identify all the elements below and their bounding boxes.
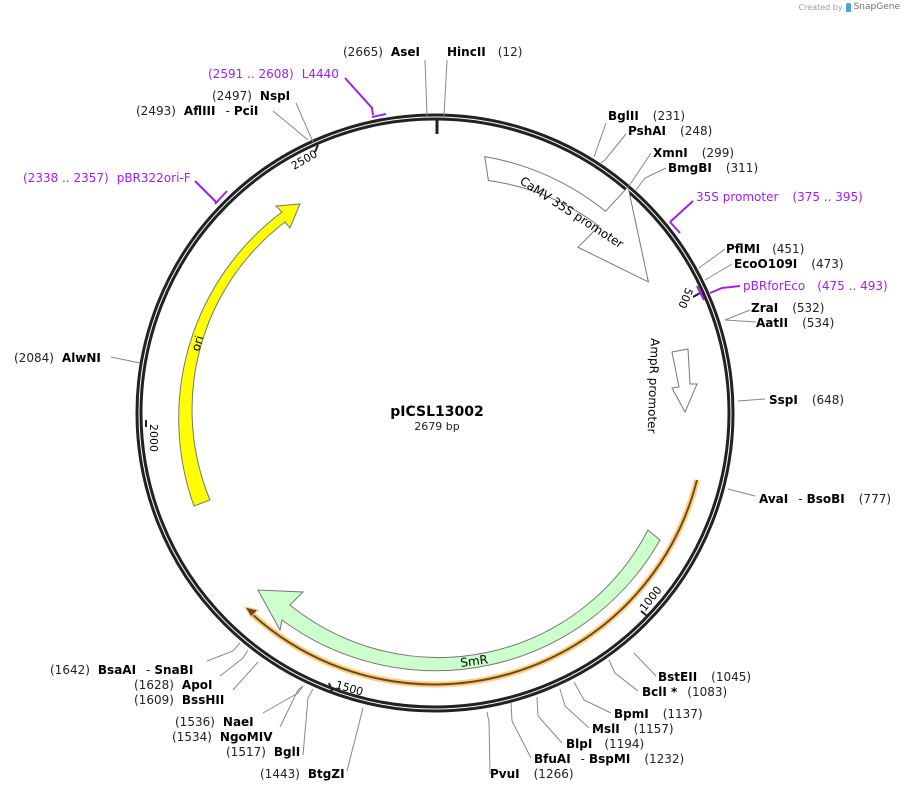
site-bpmi[interactable]: BpmI (1137) bbox=[614, 707, 703, 721]
feature-label-smr: SmR bbox=[459, 652, 488, 670]
site-msli[interactable]: MslI (1157) bbox=[592, 722, 674, 736]
tick-label-500: 500 bbox=[675, 286, 695, 310]
restriction-site-labels: (2665) AseI HincII (12) (2497) NspI (2493) A… bbox=[14, 45, 891, 781]
primer-35s-promoter[interactable]: 35S promoter (375 .. 395) bbox=[696, 190, 863, 204]
site-asei[interactable]: (2665) AseI bbox=[343, 45, 420, 59]
site-eco0109i[interactable]: EcoO109I (473) bbox=[734, 257, 844, 271]
site-bglii[interactable]: BglII (231) bbox=[608, 109, 685, 123]
plasmid-length: 2679 bp bbox=[414, 420, 459, 433]
feature-label-ori: ori bbox=[189, 334, 207, 353]
primer-l4440[interactable]: (2591 .. 2608) L4440 bbox=[208, 67, 339, 81]
site-pvui[interactable]: PvuI (1266) bbox=[490, 767, 574, 781]
plasmid-backbone bbox=[135, 113, 735, 713]
site-hincii[interactable]: HincII (12) bbox=[447, 45, 522, 59]
primer-pbrforeco[interactable]: pBRforEco (475 .. 493) bbox=[743, 279, 888, 293]
site-bfuai-bspmi[interactable]: BfuAI - BspMI (1232) bbox=[534, 752, 684, 766]
site-bmgbi[interactable]: BmgBI (311) bbox=[668, 161, 758, 175]
site-bcli[interactable]: BclI * (1083) bbox=[642, 685, 727, 699]
site-pshai[interactable]: PshAI (248) bbox=[628, 124, 712, 138]
snapgene-logo-icon bbox=[845, 2, 851, 12]
site-bsaai-snabi[interactable]: (1642) BsaAI - SnaBI bbox=[50, 663, 193, 677]
site-afliii-pcii[interactable]: (2493) AflIII - PciI bbox=[136, 104, 258, 118]
site-bsteii[interactable]: BstEII (1045) bbox=[658, 670, 751, 684]
site-zrai[interactable]: ZraI (532) bbox=[751, 301, 824, 315]
site-pflmi[interactable]: PflMI (451) bbox=[726, 242, 804, 256]
primer-pbr322ori-f[interactable]: (2338 .. 2357) pBR322ori-F bbox=[23, 171, 191, 185]
feature-orf-line[interactable] bbox=[243, 479, 700, 688]
site-bgli[interactable]: (1517) BglI bbox=[226, 745, 300, 759]
feature-camv-35s-promoter[interactable] bbox=[484, 155, 650, 283]
site-sspi[interactable]: SspI (648) bbox=[769, 393, 844, 407]
site-alwni[interactable]: (2084) AlwNI bbox=[14, 351, 101, 365]
snapgene-watermark: Created by SnapGene bbox=[799, 2, 900, 12]
site-nspi[interactable]: (2497) NspI bbox=[212, 89, 290, 103]
feature-ampr-promoter[interactable] bbox=[671, 348, 698, 414]
site-blpi[interactable]: BlpI (1194) bbox=[566, 737, 644, 751]
site-btgzi[interactable]: (1443) BtgZI bbox=[260, 767, 345, 781]
feature-ori[interactable] bbox=[178, 203, 301, 507]
site-ngomiv[interactable]: (1534) NgoMIV bbox=[172, 730, 273, 744]
site-bsshii[interactable]: (1609) BssHII bbox=[134, 693, 224, 707]
plasmid-name: pICSL13002 bbox=[390, 404, 483, 420]
scale-ticks bbox=[145, 144, 701, 692]
watermark-prefix: Created by bbox=[798, 2, 843, 12]
site-naei[interactable]: (1536) NaeI bbox=[175, 715, 254, 729]
site-leader-lines bbox=[110, 59, 766, 775]
tick-label-2000: 2000 bbox=[147, 424, 160, 452]
feature-label-ampr-promoter: AmpR promoter bbox=[645, 338, 662, 434]
primer-markers bbox=[194, 77, 741, 301]
site-xmni[interactable]: XmnI (299) bbox=[653, 146, 734, 160]
site-aatii[interactable]: AatII (534) bbox=[756, 316, 834, 330]
watermark-brand: SnapGene bbox=[853, 2, 900, 12]
site-avai-bsobi[interactable]: AvaI - BsoBI (777) bbox=[759, 492, 891, 506]
primer-labels: (2591 .. 2608) L4440 (2338 .. 2357) pBR322… bbox=[23, 67, 888, 293]
feature-smr[interactable] bbox=[257, 529, 661, 672]
site-apoi[interactable]: (1628) ApoI bbox=[134, 678, 213, 692]
